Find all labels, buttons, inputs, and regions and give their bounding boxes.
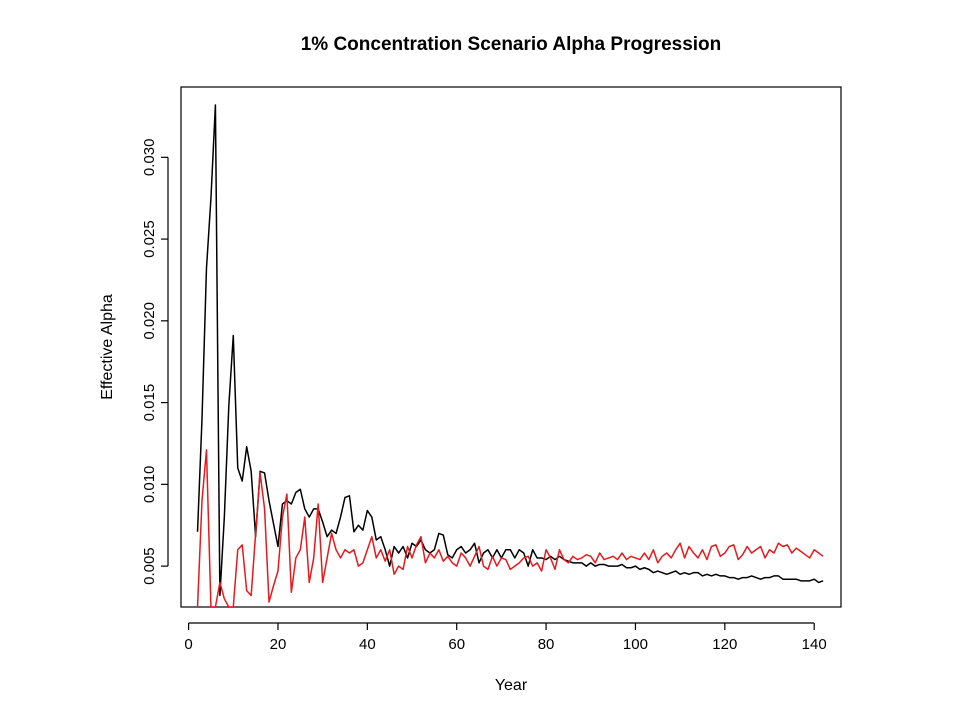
x-tick-label: 40 — [359, 636, 376, 653]
y-axis: 0.005 0.010 0.015 0.020 0.025 0.030 — [141, 139, 169, 585]
x-tick-label: 0 — [184, 636, 192, 653]
x-tick-label: 120 — [712, 636, 737, 653]
y-axis-label: Effective Alpha — [99, 294, 116, 400]
series-line-1 — [196, 104, 824, 597]
x-axis: 0 20 40 60 80 100 120 140 — [184, 622, 827, 653]
x-tick-label: 80 — [538, 636, 555, 653]
y-tick-label: 0.005 — [141, 547, 158, 585]
y-tick-label: 0.010 — [141, 466, 158, 504]
x-tick-label: 60 — [448, 636, 465, 653]
y-tick-label: 0.030 — [141, 139, 158, 177]
chart-title: 1% Concentration Scenario Alpha Progress… — [301, 34, 722, 55]
y-tick-label: 0.025 — [141, 220, 158, 258]
plot-frame — [180, 86, 842, 608]
y-tick-label: 0.015 — [141, 384, 158, 422]
x-tick-label: 100 — [623, 636, 648, 653]
x-tick-label: 20 — [270, 636, 287, 653]
y-tick-label: 0.020 — [141, 302, 158, 340]
series-line-2 — [196, 449, 824, 607]
x-axis-label: Year — [495, 677, 528, 694]
series-layer — [196, 104, 824, 607]
x-tick-label: 140 — [802, 636, 827, 653]
